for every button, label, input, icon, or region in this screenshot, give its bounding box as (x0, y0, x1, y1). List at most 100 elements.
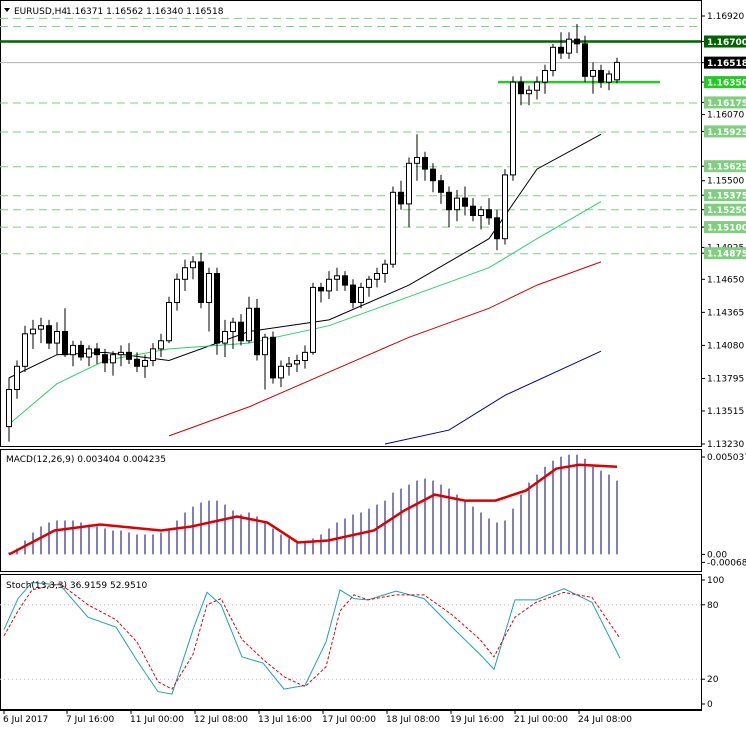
stoch-pane-frame (0, 574, 702, 710)
bear-candle (350, 284, 356, 303)
level-price-label: 1.15625 (704, 160, 746, 173)
price-label-text: 1.14875 (707, 250, 746, 260)
macd-tick-label: 0.00 (707, 550, 727, 560)
stoch-signal-line (3, 583, 621, 690)
price-label-text: 1.16518 (707, 59, 746, 69)
time-tick-label: 24 Jul 08:00 (578, 715, 632, 725)
bull-candle (190, 261, 196, 269)
price-label-box (704, 76, 746, 89)
stoch-main-line (3, 581, 621, 695)
price-tick-label: 1.13515 (707, 407, 744, 417)
bull-candle (590, 70, 596, 77)
bear-candle (486, 209, 492, 219)
bull-candle (222, 330, 228, 344)
price-label-box (704, 203, 746, 216)
bear-candle (518, 81, 524, 95)
bear-candle (318, 286, 324, 292)
price-tick-label: 1.16070 (707, 111, 744, 121)
bull-candle (334, 275, 340, 280)
bull-candle (30, 328, 36, 335)
bear-candle (558, 46, 564, 54)
bear-candle (214, 272, 220, 344)
bull-candle (278, 365, 284, 379)
stoch-tick-label: 0 (707, 700, 713, 710)
price-tick-label: 1.14650 (707, 275, 744, 285)
price-label-text: 1.16350 (707, 79, 746, 89)
bull-candle (606, 73, 612, 83)
macd-signal-line (8, 463, 618, 556)
bull-candle (38, 325, 44, 330)
time-axis: 6 Jul 2017 7 Jul 16:00 11 Jul 00:00 12 Jul … (3, 710, 632, 725)
bull-candle (110, 354, 116, 364)
bull-candle (142, 359, 148, 367)
bear-candle (438, 180, 444, 193)
time-tick-label: 12 Jul 08:00 (194, 715, 248, 725)
level-price-label: 1.15100 (704, 221, 746, 234)
bull-candle (366, 278, 372, 288)
time-tick-label: 11 Jul 00:00 (130, 715, 184, 725)
dropdown-triangle-icon[interactable] (4, 8, 10, 12)
bull-candle (614, 61, 620, 81)
price-tick-label: 1.13795 (707, 374, 744, 384)
bull-candle (22, 333, 28, 367)
price-tick-label: 1.14365 (707, 308, 744, 318)
bull-candle (310, 286, 316, 353)
price-label-box (704, 125, 746, 138)
price-label-box (704, 96, 746, 109)
bear-candle (342, 275, 348, 286)
bear-candle (582, 43, 588, 77)
bull-candle (118, 351, 124, 356)
level-price-label: 1.14875 (704, 247, 746, 260)
bear-candle (254, 307, 260, 356)
price-label-text: 1.15925 (707, 128, 746, 138)
bull-candle (166, 301, 172, 342)
time-tick-label: 6 Jul 2017 (3, 715, 48, 725)
price-label-box (704, 160, 746, 173)
price-label-text: 1.16175 (707, 99, 746, 109)
bull-candle (246, 307, 252, 342)
bear-candle (462, 197, 468, 207)
time-tick-label: 17 Jul 00:00 (322, 715, 376, 725)
bull-candle (566, 38, 572, 54)
bull-candle (510, 81, 516, 176)
stoch-tick-label: 100 (707, 576, 724, 586)
bull-candle (550, 46, 556, 72)
bull-candle (6, 388, 12, 428)
moving-average-line (168, 261, 602, 437)
bear-candle (574, 38, 580, 45)
bull-candle (158, 340, 164, 350)
bull-candle (326, 278, 332, 292)
bear-candle (494, 217, 500, 240)
symbol-header: EURUSD,H4 (14, 7, 67, 17)
stochastic-indicator: 100 80 20 0 (0, 576, 724, 710)
current-price-label: 1.16518 (704, 56, 746, 69)
level-price-label: 1.15250 (704, 203, 746, 216)
price-label-box (704, 56, 746, 69)
price-label-box (704, 35, 746, 48)
bull-candle (14, 365, 20, 390)
stoch-tick-label: 80 (707, 601, 719, 611)
time-tick-label: 7 Jul 16:00 (66, 715, 115, 725)
price-tick-label: 1.16920 (707, 12, 744, 22)
bear-candle (134, 358, 140, 367)
moving-average-line (384, 350, 602, 445)
level-price-label: 1.16350 (704, 76, 746, 89)
bear-candle (398, 191, 404, 205)
bull-candle (534, 81, 540, 91)
bull-candle (294, 359, 300, 365)
level-price-label: 1.16175 (704, 96, 746, 109)
bull-candle (406, 162, 412, 205)
bull-candle (86, 348, 92, 358)
bull-candle (174, 278, 180, 303)
main-pane-frame (0, 0, 702, 447)
price-label-text: 1.15375 (707, 192, 746, 202)
bull-candle (286, 363, 292, 367)
bull-candle (526, 89, 532, 95)
bear-candle (270, 336, 276, 379)
time-tick-label: 19 Jul 16:00 (450, 715, 504, 725)
bull-candle (230, 321, 236, 332)
price-label-text: 1.15250 (707, 206, 746, 216)
